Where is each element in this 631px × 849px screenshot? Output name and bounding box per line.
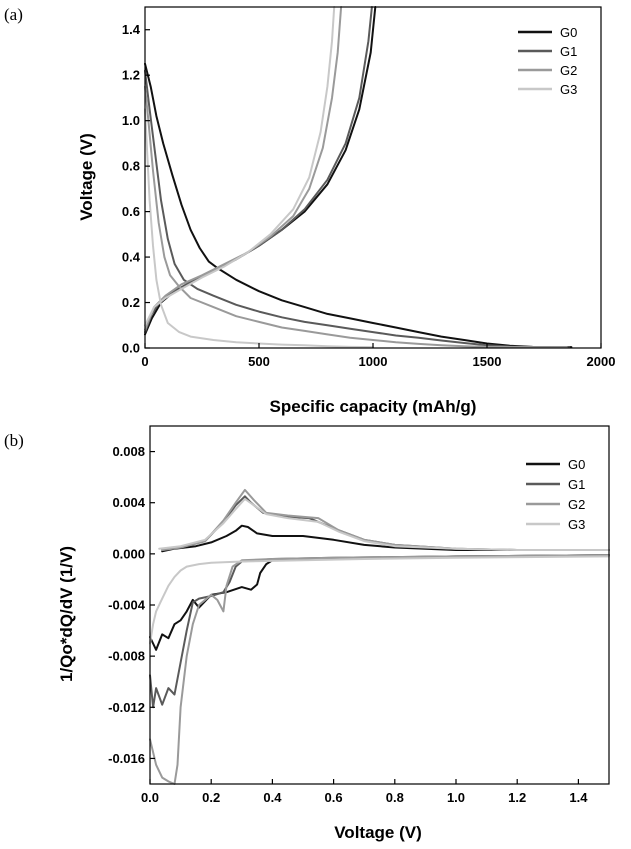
panel-a-legend-label-g2: G2 [560, 63, 577, 78]
panel-b-y-axis-title: 1/Qo*dQ/dV (1/V) [57, 546, 76, 682]
panel-b-legend-label-g3: G3 [568, 517, 585, 532]
panel-a-x-tick-label: 2000 [587, 354, 616, 369]
panel-a-label: (a) [4, 5, 23, 24]
panel-a-series-g1-discharge-line [144, 69, 571, 349]
panel-a-x-tick-label: 1500 [473, 354, 502, 369]
panel-b-x-axis-title: Voltage (V) [334, 823, 422, 842]
panel-b-x-tick-label: 1.0 [447, 790, 465, 805]
panel-b-series-group [149, 488, 610, 785]
panel-b-series-g1-discharge-line [149, 554, 610, 709]
panel-b-y-tick-label: -0.004 [108, 598, 146, 613]
panel-b-legend-label-g1: G1 [568, 477, 585, 492]
panel-a-y-tick-label: 0.4 [122, 250, 141, 265]
panel-a-x-tick-label: 1000 [359, 354, 388, 369]
panel-a-x-tick-label: 0 [141, 354, 148, 369]
panel-b-y-axis: 0.008 0.004 0.000 -0.004 -0.008 -0.012 -0.016 [108, 444, 155, 766]
panel-b-x-tick-label: 1.2 [508, 790, 526, 805]
panel-b-legend-label-g0: G0 [568, 457, 585, 472]
panel-b-legend: G0 G1 G2 G3 [526, 457, 585, 532]
panel-a-y-axis-title: Voltage (V) [77, 133, 96, 221]
panel-a-y-tick-label: 0.6 [122, 204, 140, 219]
panel-b-x-tick-label: 1.4 [569, 790, 588, 805]
panel-a-series-g3-discharge-line [144, 108, 374, 349]
panel-a-y-axis: 0.0 0.2 0.4 0.6 0.8 1.0 1.2 1.4 [122, 22, 150, 356]
panel-a-x-axis-title: Specific capacity (mAh/g) [270, 397, 477, 416]
panel-b-x-tick-label: 0.4 [263, 790, 282, 805]
panel-a-x-tick-label: 500 [248, 354, 270, 369]
panel-a-y-tick-label: 1.2 [122, 68, 140, 83]
panel-a-x-axis: 0 500 1000 1500 2000 [141, 343, 615, 369]
panel-b-y-tick-label: 0.008 [112, 444, 145, 459]
panel-b-y-tick-label: 0.004 [112, 495, 145, 510]
panel-b-x-tick-label: 0.8 [386, 790, 404, 805]
panel-a-plot-frame [144, 6, 602, 349]
panel-b-x-tick-label: 0.2 [202, 790, 220, 805]
panel-b-legend-label-g2: G2 [568, 497, 585, 512]
panel-a-y-tick-label: 0.0 [122, 341, 140, 356]
panel-b-series-g0-charge-line [161, 524, 610, 553]
panel-b-series-g2-discharge-line [149, 554, 610, 785]
panel-a-legend-label-g3: G3 [560, 82, 577, 97]
panel-b-x-tick-label: 0.0 [141, 790, 159, 805]
panel-b-x-axis: 0.0 0.2 0.4 0.6 0.8 1.0 1.2 1.4 [141, 779, 588, 805]
panel-b-series-g3-discharge-line [149, 555, 610, 645]
panel-a-y-tick-label: 0.2 [122, 295, 140, 310]
panel-b-label: (b) [4, 431, 24, 450]
panel-a-legend-label-g1: G1 [560, 44, 577, 59]
panel-a-legend-label-g0: G0 [560, 25, 577, 40]
panel-b-chart: (b) 0.0 0.2 0.4 0.6 0.8 1.0 1.2 1.4 0.0080.0040… [4, 425, 610, 842]
panel-b-y-tick-label: 0.000 [112, 546, 145, 561]
panel-a-series-group [144, 6, 573, 349]
panel-a-chart: (a) 0 500 1000 1500 2000 0.0 0.2 0.4 0.6 0.8 1.0 1… [4, 5, 615, 416]
panel-a-series-g3-charge-line [144, 6, 336, 327]
panel-a-legend: G0 G1 G2 G3 [518, 25, 577, 97]
panel-a-y-tick-label: 1.4 [122, 22, 141, 37]
panel-b-y-tick-label: -0.012 [108, 700, 145, 715]
panel-b-series-g3-charge-line [158, 497, 610, 551]
panel-a-series-g2-discharge-line [144, 85, 568, 349]
panel-b-series-g2-charge-line [161, 488, 610, 551]
panel-a-y-tick-label: 1.0 [122, 113, 140, 128]
panel-a-series-g0-discharge-line [144, 62, 573, 349]
panel-b-plot-frame [149, 425, 610, 785]
panel-a-y-tick-label: 0.8 [122, 159, 140, 174]
panel-b-x-tick-label: 0.6 [325, 790, 343, 805]
panel-b-y-tick-label: -0.016 [108, 751, 145, 766]
panel-b-y-tick-label: -0.008 [108, 649, 145, 664]
